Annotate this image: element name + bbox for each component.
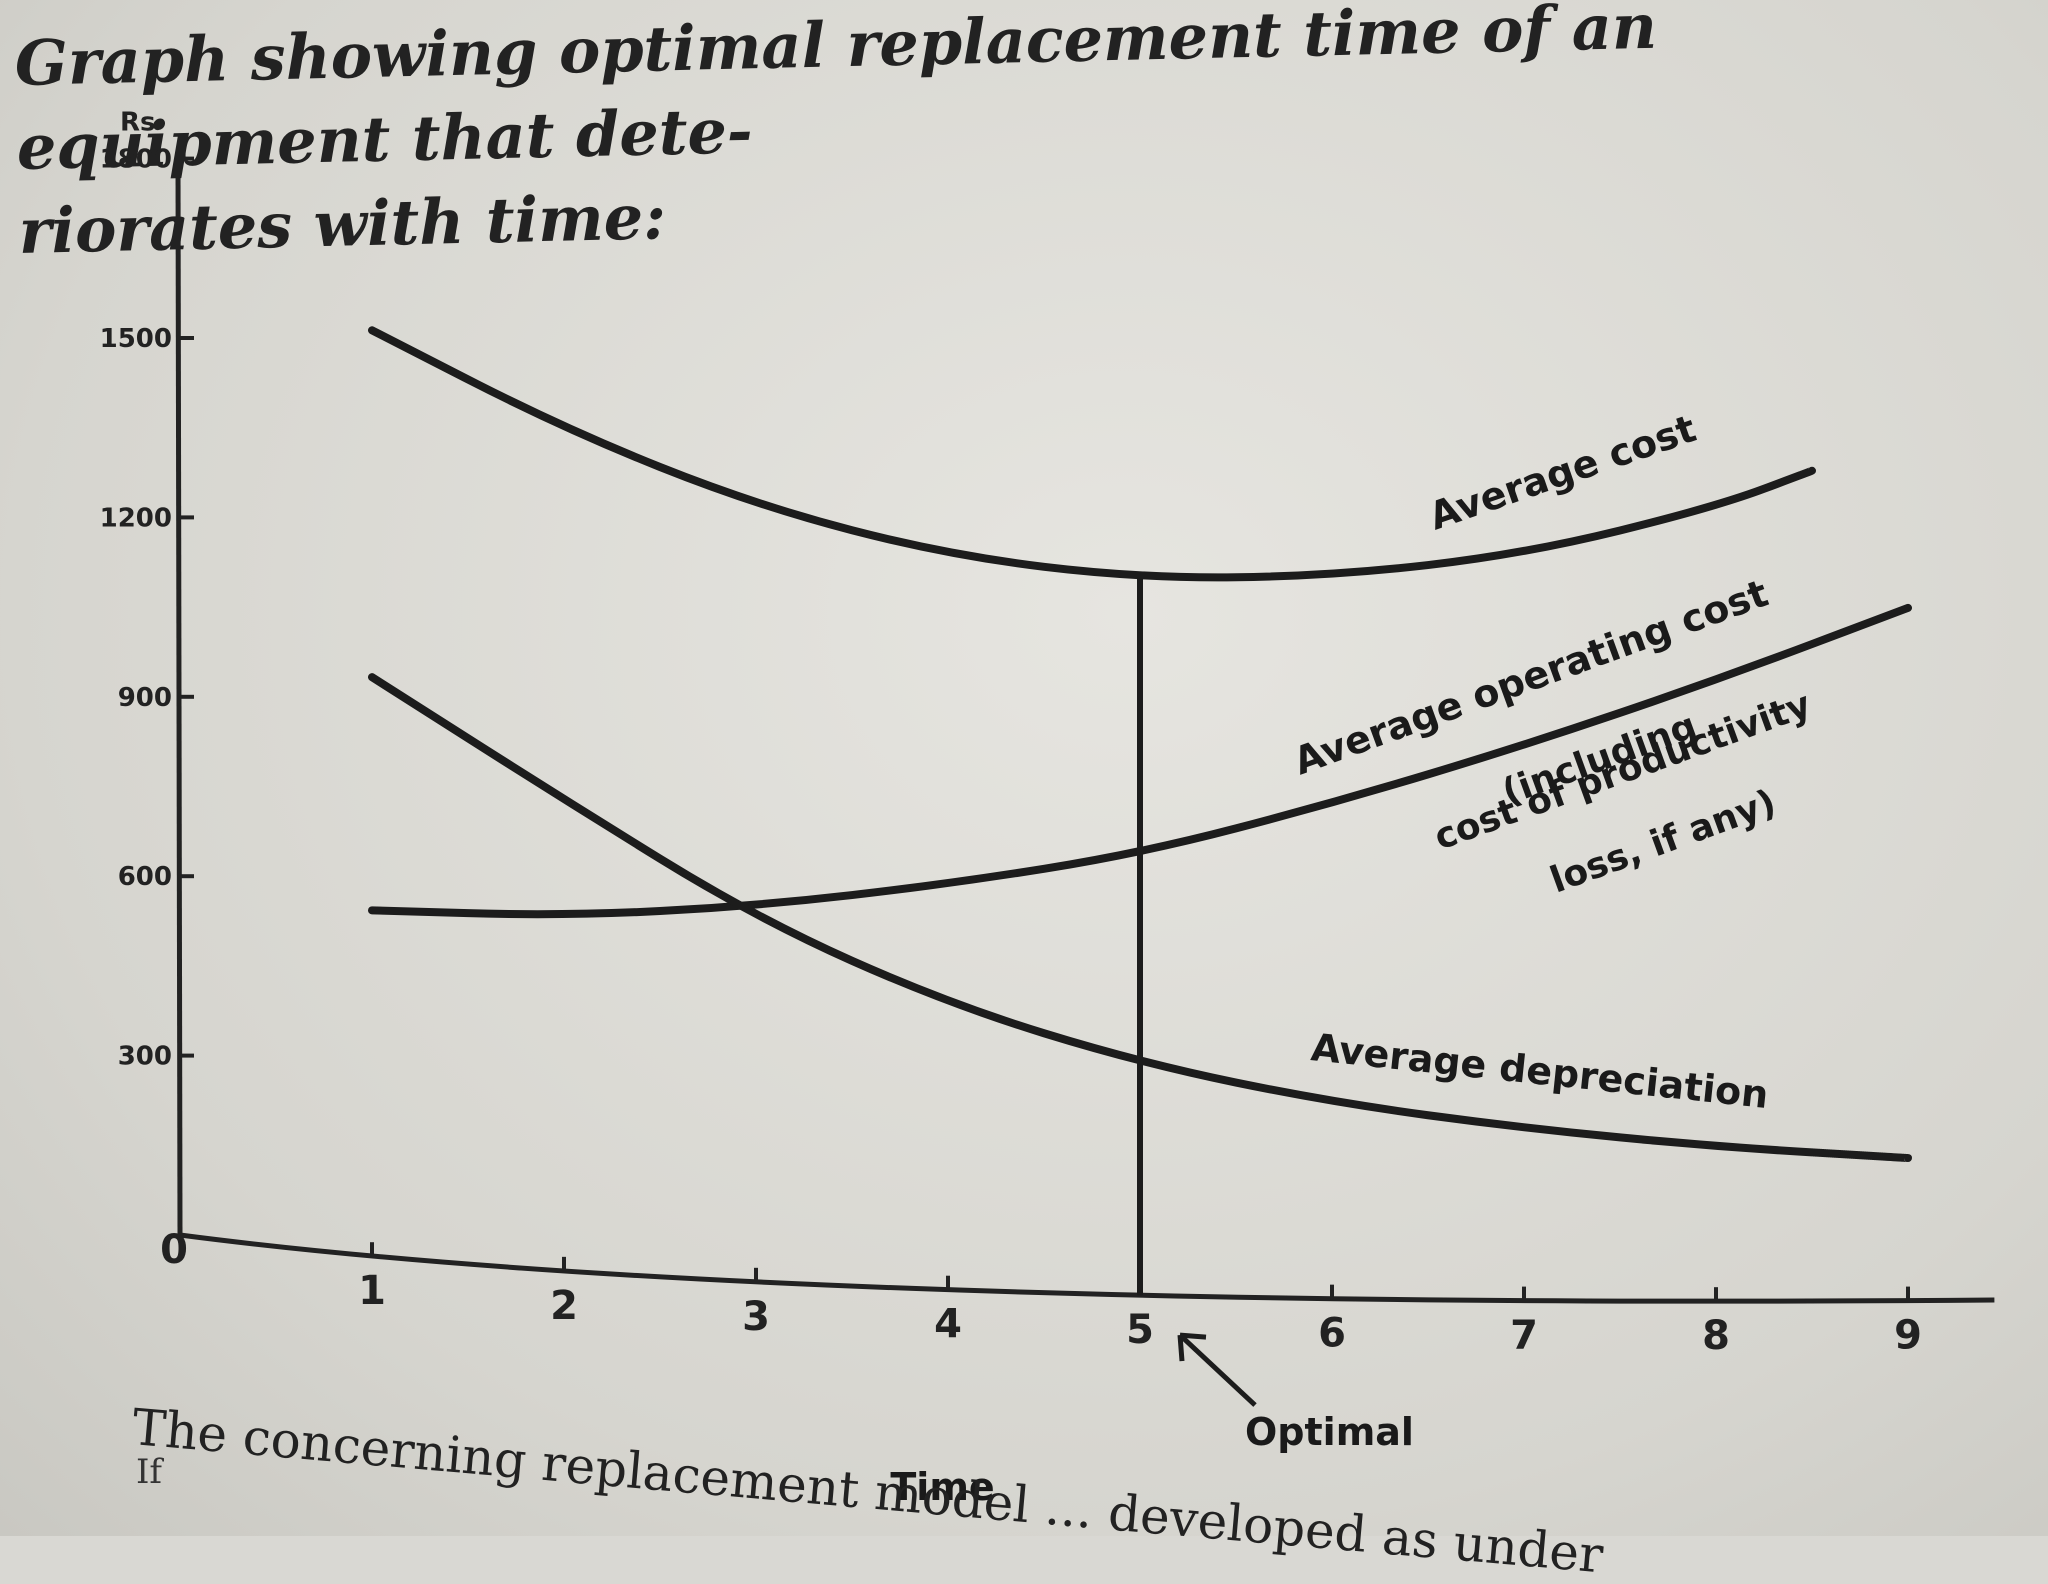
x-axis-label: Time xyxy=(890,1465,994,1509)
replacement-chart: 1800 1500 1200 900 600 300 0 1 2 3 4 5 6 7 8 9 Rs Optima… xyxy=(100,108,1995,1509)
y-axis-label: Rs xyxy=(120,108,156,138)
x-axis-line xyxy=(179,1232,1995,1304)
x-tick-label-3: 3 xyxy=(742,1294,770,1340)
chart-ticks: 1800 1500 1200 900 600 300 0 1 2 3 4 5 6 7 8 9 xyxy=(100,145,1922,1360)
x-tick-label-6: 6 xyxy=(1318,1311,1346,1357)
average-depreciation-line xyxy=(368,673,1912,1163)
x-tick-label-9: 9 xyxy=(1894,1313,1922,1359)
average-depreciation-label: Average depreciation xyxy=(1309,1025,1771,1117)
average-operating-cost-line xyxy=(368,603,1912,919)
body-text-if: If xyxy=(136,1452,163,1492)
x-tick-label-4: 4 xyxy=(934,1302,962,1348)
y-tick-label-1200: 1200 xyxy=(100,503,172,533)
x-tick-label-1: 1 xyxy=(358,1268,386,1314)
y-tick-label-900: 900 xyxy=(118,683,172,713)
optimal-label: Optimal xyxy=(1245,1410,1414,1454)
x-tick-label-0: 0 xyxy=(160,1227,188,1273)
y-tick-label-1800: 1800 xyxy=(100,145,172,175)
chart-series xyxy=(368,326,1912,1296)
y-tick-label-300: 300 xyxy=(118,1042,172,1072)
x-tick-label-8: 8 xyxy=(1702,1313,1730,1359)
average-cost-line xyxy=(368,326,1816,582)
y-axis-line xyxy=(175,158,183,1236)
x-tick-label-5: 5 xyxy=(1126,1307,1154,1353)
optimal-arrow-head xyxy=(1177,1332,1207,1362)
x-tick-label-2: 2 xyxy=(550,1283,578,1329)
chart-axes xyxy=(175,158,1995,1304)
y-tick-label-600: 600 xyxy=(118,862,172,892)
y-tick-label-1500: 1500 xyxy=(100,324,172,354)
optimal-arrow xyxy=(1178,1333,1257,1407)
x-tick-label-7: 7 xyxy=(1510,1313,1538,1359)
book-page xyxy=(0,0,2048,1536)
